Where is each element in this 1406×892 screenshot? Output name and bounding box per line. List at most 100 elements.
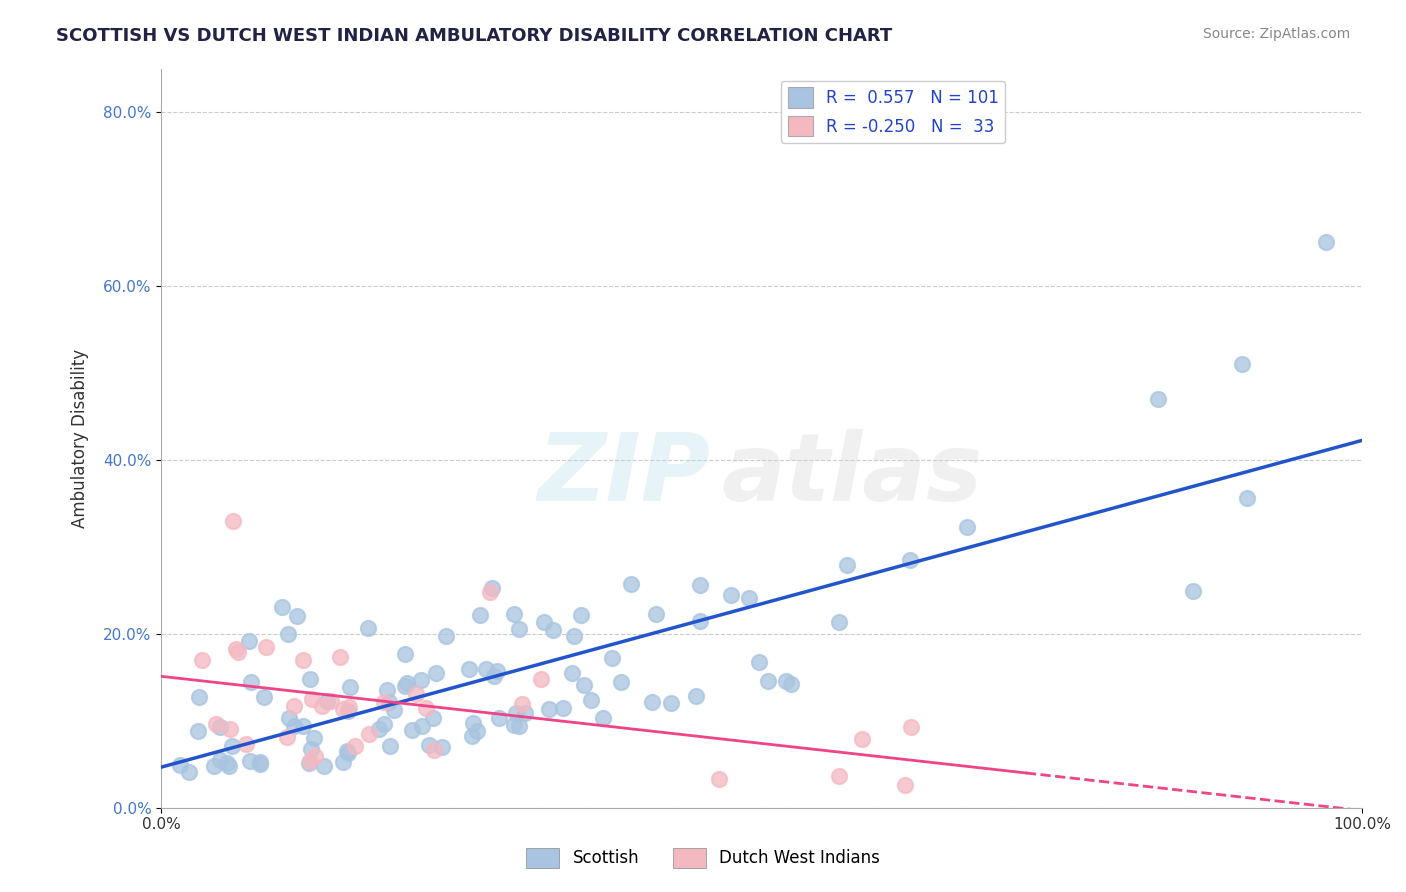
Point	[894, 778, 917, 792]
Point	[249, 756, 271, 770]
Point	[685, 689, 707, 703]
Point	[332, 755, 354, 769]
Point	[401, 723, 423, 737]
Point	[600, 651, 623, 665]
Point	[357, 726, 380, 740]
Point	[529, 672, 551, 686]
Point	[205, 717, 228, 731]
Point	[475, 662, 498, 676]
Point	[851, 731, 873, 746]
Point	[537, 702, 560, 716]
Point	[225, 641, 247, 656]
Point	[312, 759, 335, 773]
Point	[209, 753, 232, 767]
Point	[298, 756, 321, 770]
Point	[470, 607, 492, 622]
Point	[508, 622, 530, 636]
Point	[1181, 583, 1204, 598]
Point	[780, 677, 803, 691]
Point	[503, 718, 526, 732]
Point	[277, 711, 299, 725]
Point	[304, 748, 326, 763]
Point	[382, 703, 405, 717]
Point	[188, 690, 211, 704]
Text: atlas: atlas	[721, 429, 983, 521]
Point	[218, 758, 240, 772]
Point	[253, 690, 276, 704]
Point	[581, 693, 603, 707]
Point	[202, 758, 225, 772]
Point	[344, 739, 367, 753]
Point	[508, 719, 530, 733]
Point	[1315, 235, 1337, 250]
Point	[375, 682, 398, 697]
Point	[316, 694, 339, 708]
Point	[572, 678, 595, 692]
Point	[226, 645, 249, 659]
Point	[394, 647, 416, 661]
Point	[434, 629, 457, 643]
Point	[221, 739, 243, 754]
Point	[299, 742, 322, 756]
Point	[239, 675, 262, 690]
Point	[283, 719, 305, 733]
Point	[503, 607, 526, 622]
Point	[533, 615, 555, 630]
Point	[298, 755, 321, 769]
Point	[479, 584, 502, 599]
Point	[177, 765, 200, 780]
Point	[659, 696, 682, 710]
Point	[481, 581, 503, 595]
Point	[561, 665, 583, 680]
Point	[276, 730, 298, 744]
Point	[219, 722, 242, 736]
Point	[235, 738, 257, 752]
Point	[900, 720, 922, 734]
Point	[367, 723, 389, 737]
Point	[1230, 357, 1253, 371]
Point	[551, 701, 574, 715]
Point	[465, 723, 488, 738]
Point	[955, 520, 977, 534]
Point	[373, 717, 395, 731]
Point	[405, 687, 427, 701]
Point	[332, 702, 354, 716]
Point	[270, 599, 292, 614]
Point	[720, 588, 742, 602]
Text: SCOTTISH VS DUTCH WEST INDIAN AMBULATORY DISABILITY CORRELATION CHART: SCOTTISH VS DUTCH WEST INDIAN AMBULATORY…	[56, 27, 893, 45]
Point	[238, 633, 260, 648]
Point	[828, 769, 851, 783]
Point	[378, 695, 401, 709]
Point	[488, 711, 510, 725]
Point	[411, 719, 433, 733]
Point	[221, 514, 243, 528]
Point	[422, 711, 444, 725]
Point	[394, 679, 416, 693]
Point	[357, 621, 380, 635]
Point	[291, 653, 314, 667]
Point	[775, 673, 797, 688]
Point	[510, 697, 533, 711]
Point	[461, 716, 484, 731]
Point	[592, 711, 614, 725]
Point	[738, 591, 761, 605]
Point	[707, 772, 730, 787]
Text: Source: ZipAtlas.com: Source: ZipAtlas.com	[1202, 27, 1350, 41]
Point	[423, 743, 446, 757]
Point	[827, 615, 849, 630]
Point	[610, 674, 633, 689]
Point	[395, 675, 418, 690]
Point	[319, 694, 342, 708]
Point	[249, 757, 271, 772]
Point	[418, 738, 440, 752]
Point	[415, 700, 437, 714]
Point	[562, 629, 585, 643]
Point	[311, 698, 333, 713]
Point	[1147, 392, 1170, 406]
Point	[339, 700, 361, 714]
Point	[425, 665, 447, 680]
Text: ZIP: ZIP	[537, 429, 710, 521]
Point	[461, 730, 484, 744]
Point	[209, 720, 232, 734]
Point	[541, 623, 564, 637]
